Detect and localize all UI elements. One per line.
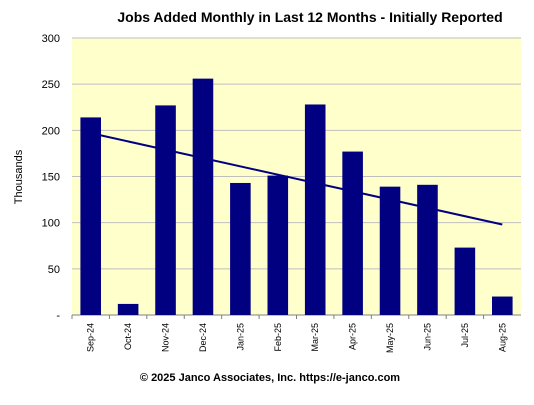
x-tick-label: May-25 (385, 323, 395, 353)
x-tick-label: Dec-24 (198, 323, 208, 352)
bar-mar-25 (304, 104, 326, 315)
y-tick-label: 200 (42, 125, 60, 137)
bar-jul-25 (454, 247, 476, 315)
chart-title: Jobs Added Monthly in Last 12 Months - I… (117, 9, 502, 25)
trendline (90, 132, 503, 226)
y-tick-label: 150 (42, 172, 60, 184)
y-tick-label: 50 (48, 264, 60, 276)
x-tick-label: Nov-24 (161, 323, 171, 352)
y-tick-label: - (56, 310, 60, 322)
y-axis-label: Thousands (13, 149, 25, 204)
x-axis-ticks: Sep-24 Oct-24 Nov-24 Dec-24 Jan-25 Feb-25 Mar-… (71, 315, 507, 353)
x-tick-label: Jan-25 (235, 323, 245, 351)
y-tick-label: 250 (42, 79, 60, 91)
bar-may-25 (379, 186, 401, 315)
x-tick-label: Mar-25 (310, 323, 320, 352)
x-tick-label: Apr-25 (348, 323, 358, 350)
y-tick-label: 300 (42, 33, 60, 45)
bar-jun-25 (417, 184, 438, 315)
bar-dec-24 (192, 78, 214, 315)
bars (80, 78, 513, 315)
y-tick-label: 100 (42, 218, 60, 230)
x-tick-label: Jun-25 (422, 323, 432, 351)
x-tick-label: Sep-24 (86, 323, 96, 352)
x-tick-label: Jul-25 (460, 323, 470, 348)
bar-nov-24 (155, 105, 176, 315)
footer-credit: © 2025 Janco Associates, Inc. https://e-… (140, 372, 400, 384)
bar-oct-24 (117, 303, 139, 315)
x-tick-label: Aug-25 (497, 323, 507, 352)
bar-apr-25 (342, 151, 363, 315)
bar-aug-25 (492, 296, 513, 315)
trendline-group (90, 132, 503, 226)
y-axis-ticks: - 50 100 150 200 250 300 (42, 33, 61, 322)
x-tick-label: Oct-24 (123, 323, 133, 350)
x-tick-label: Feb-25 (273, 323, 283, 352)
bar-sep-24 (80, 117, 101, 315)
bar-feb-25 (267, 175, 289, 315)
bar-jan-25 (230, 182, 251, 315)
